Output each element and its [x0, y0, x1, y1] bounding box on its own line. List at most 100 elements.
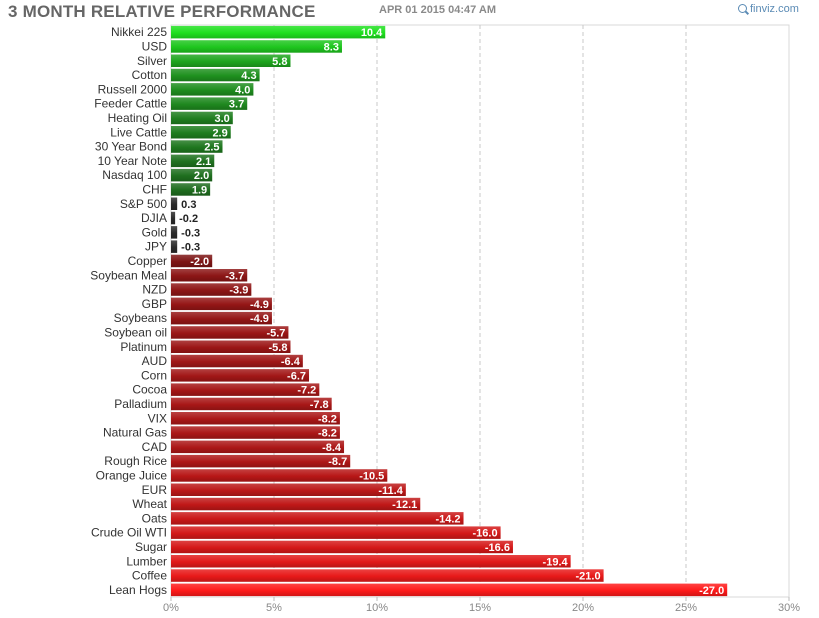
x-tick-label: 25%: [675, 602, 697, 614]
data-label: -19.4: [543, 556, 569, 568]
category-label: Soybean Meal: [90, 268, 167, 282]
bar-feeder-cattle: [171, 97, 248, 110]
chart-title: 3 MONTH RELATIVE PERFORMANCE: [8, 2, 316, 21]
data-label: 10.4: [361, 27, 383, 39]
data-label: -8.4: [322, 442, 342, 454]
category-label: Corn: [141, 368, 167, 382]
x-tick-label: 0%: [163, 602, 179, 614]
x-tick-label: 10%: [366, 602, 388, 614]
category-label: Silver: [137, 54, 167, 68]
data-label: 4.3: [241, 70, 256, 82]
category-label: Gold: [142, 225, 167, 239]
data-label: 3.0: [215, 113, 230, 125]
data-label: -5.7: [266, 327, 285, 339]
category-label: Copper: [128, 254, 167, 268]
category-label: Feeder Cattle: [94, 97, 167, 111]
bar-coffee: [171, 569, 604, 582]
category-label: CHF: [142, 182, 167, 196]
data-label: -2.0: [190, 256, 209, 268]
x-tick-label: 5%: [266, 602, 282, 614]
data-label: -7.8: [310, 399, 329, 411]
bar-usd: [171, 40, 342, 53]
category-label: Oats: [142, 511, 167, 525]
data-label: -0.3: [181, 242, 200, 254]
category-label: Palladium: [114, 397, 167, 411]
data-label: -3.9: [229, 285, 248, 297]
bar-natural-gas: [171, 426, 340, 439]
bar-vix: [171, 412, 340, 425]
data-label: 2.1: [196, 156, 211, 168]
data-label: 4.0: [235, 84, 250, 96]
data-label: -7.2: [297, 385, 316, 397]
brand-link[interactable]: finviz.com: [738, 3, 799, 15]
data-label: -8.2: [318, 413, 337, 425]
data-label: -27.0: [699, 585, 724, 597]
data-label: -14.2: [435, 513, 460, 525]
category-label: Nikkei 225: [111, 25, 167, 39]
data-label: -0.3: [181, 227, 200, 239]
bar-copper: [171, 254, 213, 268]
data-label: 0.3: [181, 199, 196, 211]
data-label: -3.7: [225, 270, 244, 282]
bar-nzd: [171, 283, 252, 296]
category-label: AUD: [142, 354, 168, 368]
data-label: -6.7: [287, 370, 306, 382]
data-label: -5.8: [269, 342, 288, 354]
bar-crude-oil-wti: [171, 526, 501, 539]
bar-gold: [171, 226, 178, 239]
category-label: Soybean oil: [104, 325, 167, 339]
data-label: -11.4: [378, 485, 403, 497]
bar-russell-2000: [171, 83, 254, 96]
bar-silver: [171, 54, 291, 67]
bar-jpy: [171, 240, 178, 253]
data-label: -16.6: [485, 542, 510, 554]
bar-rough-rice: [171, 454, 351, 468]
category-label: Coffee: [132, 569, 167, 583]
data-label: -0.2: [179, 213, 198, 225]
data-label: -8.2: [318, 428, 337, 440]
bar-soybeans: [171, 311, 272, 325]
category-label: Lean Hogs: [109, 583, 167, 597]
category-label: JPY: [145, 240, 167, 254]
category-label: Live Cattle: [110, 125, 167, 139]
category-label: Russell 2000: [98, 82, 168, 96]
data-label: -4.9: [250, 313, 269, 325]
category-label: NZD: [142, 283, 167, 297]
category-label: Heating Oil: [108, 111, 167, 125]
grid-lines: [170, 24, 790, 598]
bar-chf: [171, 183, 211, 196]
data-label: 8.3: [324, 41, 339, 53]
bar-djia: [171, 211, 176, 225]
data-label: 2.9: [212, 127, 227, 139]
bar-lean-hogs: [171, 583, 728, 597]
category-label: USD: [142, 39, 168, 53]
bar-eur: [171, 483, 406, 496]
data-label: -16.0: [473, 528, 498, 540]
bar-orange-juice: [171, 469, 388, 482]
bar-cad: [171, 440, 345, 454]
data-label: -4.9: [250, 299, 269, 311]
x-tick-label: 20%: [572, 602, 594, 614]
category-label: Soybeans: [114, 311, 167, 325]
x-tick-label: 30%: [778, 602, 800, 614]
bar-aud: [171, 354, 303, 368]
data-label: 3.7: [229, 99, 244, 111]
bar-nikkei-225: [171, 25, 386, 39]
data-label: 1.9: [192, 184, 207, 196]
bar-10-year-note: [171, 154, 215, 168]
bar-live-cattle: [171, 126, 231, 139]
category-label: Crude Oil WTI: [91, 526, 167, 540]
x-axis-ticks: 0% 5% 10% 15% 20% 25% 30%: [163, 597, 800, 614]
bar-soybean-oil: [171, 326, 289, 339]
bar-soybean-meal: [171, 269, 248, 282]
category-label: Natural Gas: [103, 426, 167, 440]
data-label: -6.4: [281, 356, 301, 368]
category-label: 10 Year Note: [98, 154, 168, 168]
category-label: Lumber: [126, 554, 167, 568]
brand-label: finviz.com: [750, 3, 799, 15]
category-label: Orange Juice: [96, 468, 168, 482]
category-label: Sugar: [135, 540, 167, 554]
bar-corn: [171, 369, 310, 382]
data-label: 2.0: [194, 170, 209, 182]
